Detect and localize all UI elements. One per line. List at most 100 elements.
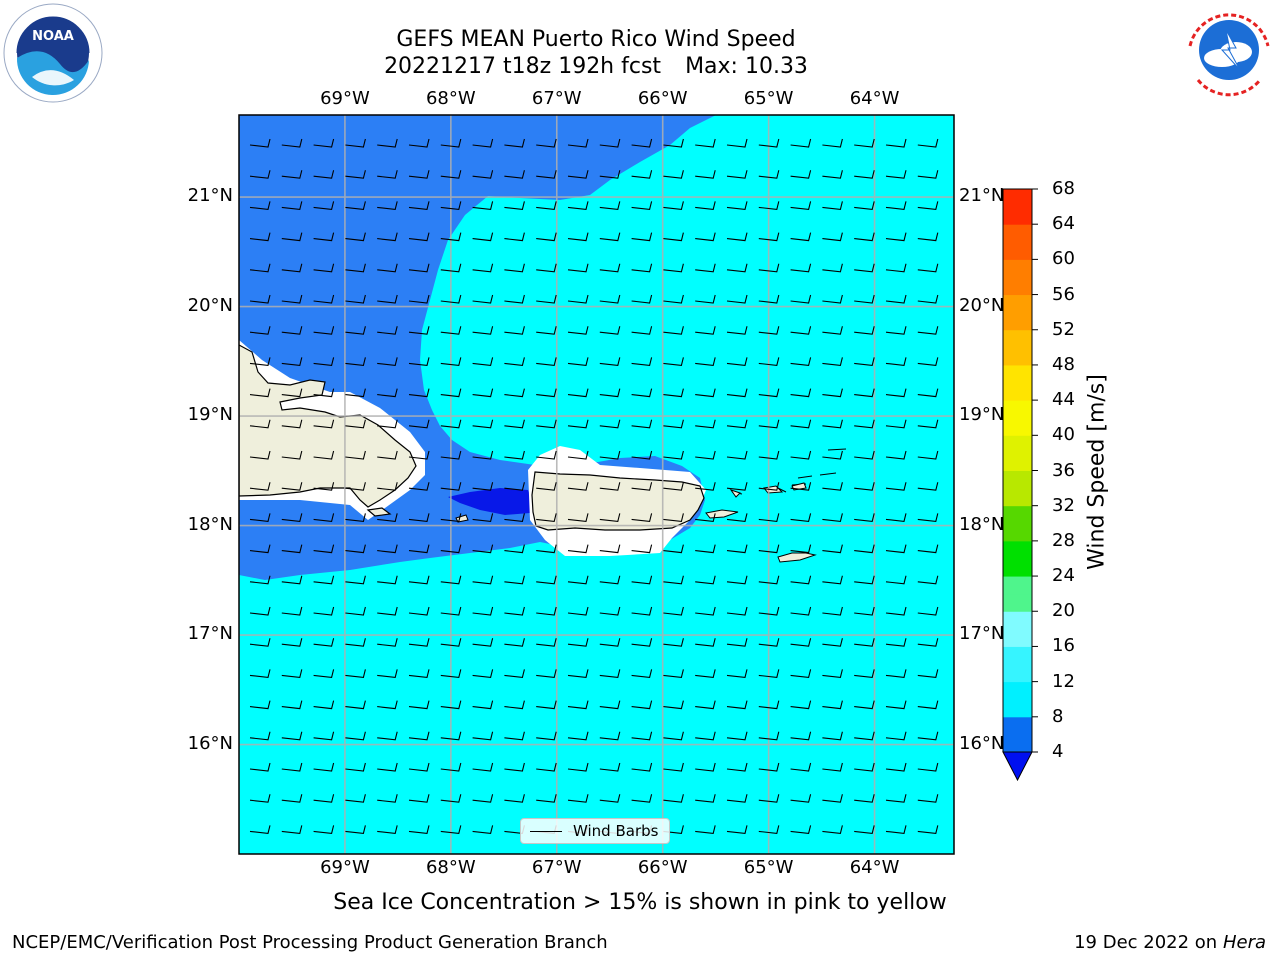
wind-barb [695, 201, 716, 210]
wind-barb [726, 170, 748, 179]
colorbar-tick-label: 48 [1052, 353, 1075, 375]
wind-barb [885, 513, 907, 522]
wind-barb [313, 731, 335, 741]
st-croix-island [777, 552, 817, 563]
wind-barb [472, 731, 494, 741]
wind-barb [822, 263, 843, 273]
wind-barb [536, 326, 557, 335]
wind-barb [695, 638, 716, 647]
wind-barb [440, 825, 462, 834]
wind-barb [567, 638, 589, 647]
wind-barb [854, 638, 875, 647]
wind-barb [377, 575, 398, 585]
wind-barb [440, 482, 462, 491]
colorbar [1002, 188, 1038, 782]
run-date: 19 Dec 2022 on Hera [1074, 932, 1266, 953]
wind-barb [885, 138, 907, 148]
wind-barb [822, 638, 843, 647]
wind-barb [790, 170, 812, 179]
wind-barb [790, 794, 812, 803]
wind-barb [758, 482, 780, 491]
wind-barb [790, 450, 812, 460]
wind-barb [663, 170, 684, 179]
wind-barb [504, 638, 525, 647]
lon-tick-label: 69°W [320, 857, 370, 878]
wind-barb [472, 450, 494, 460]
wind-barb [631, 638, 653, 647]
wind-barb [631, 669, 653, 678]
wind-barb [822, 294, 843, 304]
lat-tick-label: 19°N [187, 404, 233, 426]
wind-barb [917, 638, 939, 647]
colorbar-segment [1003, 224, 1032, 243]
legend-label: Wind Barbs [573, 822, 659, 840]
wind-barb [313, 388, 335, 398]
wind-barb [663, 326, 684, 335]
wind-barb [408, 482, 430, 491]
wind-barb [885, 419, 907, 429]
wind-barb [408, 388, 430, 398]
wind-barb [917, 294, 939, 304]
wind-barb [695, 357, 716, 366]
chart-subtitle: 20221217 t18z 192h fcst Max: 10.33 [296, 54, 896, 80]
wind-barb [854, 388, 875, 398]
wind-barb [313, 450, 335, 460]
wind-barb [726, 638, 748, 647]
wind-barb [567, 232, 589, 242]
wind-barb [440, 669, 462, 678]
wind-barb [917, 513, 939, 522]
wind-barb [345, 232, 366, 242]
wind-barb [599, 762, 621, 772]
colorbar-segment [1003, 540, 1032, 559]
wind-barb [695, 731, 716, 741]
wind-barb [408, 669, 430, 678]
wind-barb [567, 575, 589, 585]
wind-barb [599, 700, 621, 710]
wind-barb [917, 388, 939, 398]
wind-barb [695, 606, 716, 616]
wind-barb [472, 263, 494, 273]
wind-barb [885, 825, 907, 834]
wind-barb [408, 731, 430, 741]
wind-barb [599, 482, 621, 491]
wind-barb [567, 263, 589, 273]
wind-barb [345, 794, 366, 803]
wind-barb [631, 170, 653, 179]
wind-barb [313, 357, 335, 366]
wind-barb [790, 825, 812, 834]
wind-barb [281, 326, 303, 335]
wind-barb [408, 762, 430, 772]
lat-tick-label: 21°N [959, 185, 1005, 207]
wind-barb [599, 794, 621, 803]
wind-barb [440, 419, 462, 429]
wind-barb [567, 482, 589, 491]
wind-barb [822, 388, 843, 398]
wind-barb [504, 232, 525, 242]
wind-barb [695, 669, 716, 678]
wind-barb [249, 419, 271, 429]
wind-barb [249, 138, 271, 148]
wind-barb [504, 762, 525, 772]
wind-barb [536, 482, 557, 491]
lat-tick-label: 18°N [959, 513, 1005, 535]
wind-barb [822, 357, 843, 366]
wind-barb [790, 138, 812, 148]
wind-barb [536, 575, 557, 585]
wind-barb [472, 232, 494, 242]
lon-tick-label: 65°W [743, 88, 794, 109]
wind-barb [695, 544, 716, 554]
wind-barb [726, 138, 748, 148]
wind-barb [504, 419, 525, 429]
wind-barb [790, 482, 812, 491]
wind-barb [313, 263, 335, 273]
colorbar-tick-label: 8 [1052, 705, 1064, 727]
wind-barb [758, 544, 780, 554]
wind-barb [281, 762, 303, 772]
lat-tick-label: 19°N [959, 404, 1005, 426]
wind-barb [599, 606, 621, 616]
wind-barb [663, 419, 684, 429]
colorbar-segment [1003, 206, 1032, 225]
wind-barb [536, 170, 557, 179]
colorbar-tick-label: 28 [1052, 529, 1075, 551]
wind-barb [758, 825, 780, 834]
